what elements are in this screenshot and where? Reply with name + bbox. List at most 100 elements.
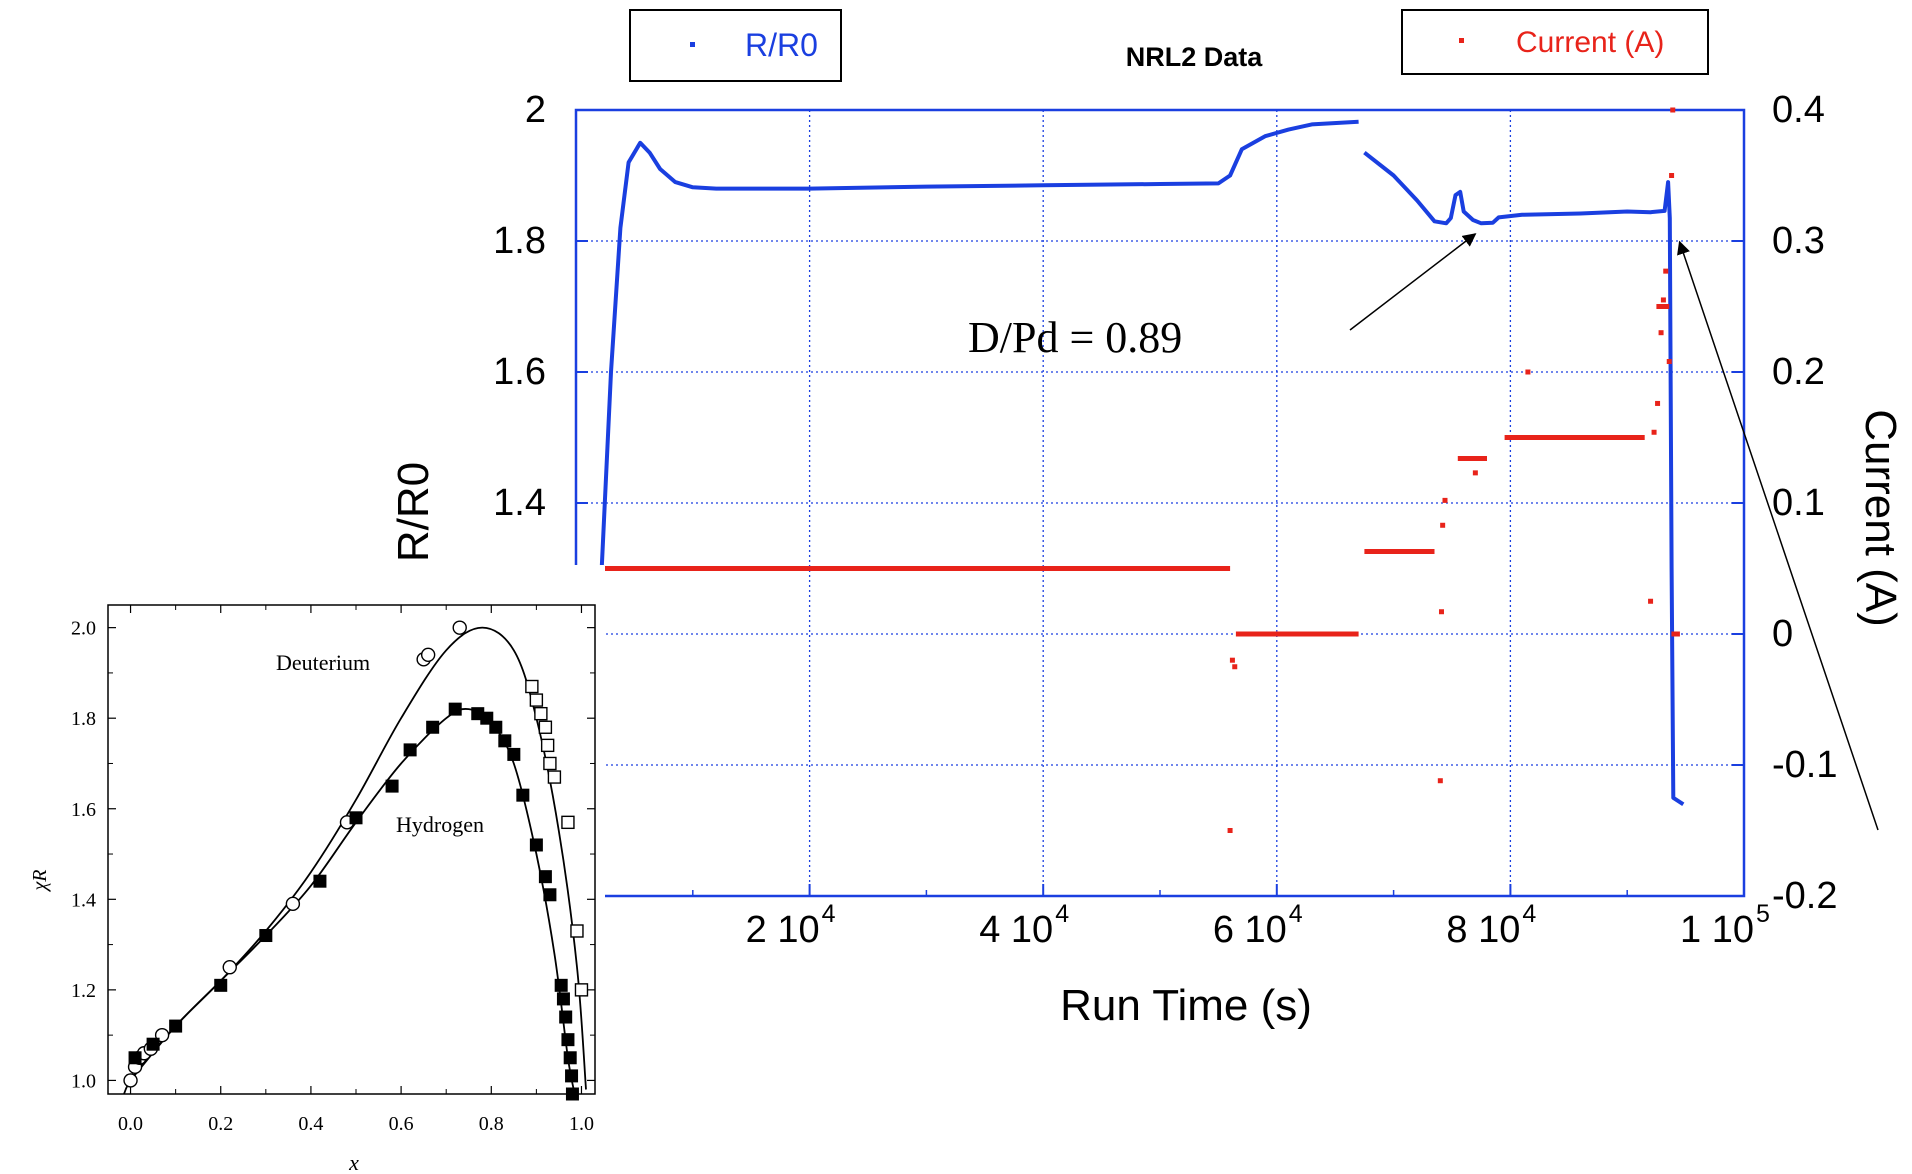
deuterium-point <box>538 720 553 734</box>
rr0-series-segment <box>1363 151 1685 806</box>
current-point <box>1229 657 1235 663</box>
hydrogen-point <box>146 1037 160 1051</box>
inset-background <box>0 565 605 1174</box>
inset-y-tick-label: 1.2 <box>71 980 96 1002</box>
legend-current-marker <box>1459 38 1464 43</box>
current-point <box>1442 497 1448 503</box>
hydrogen-point <box>259 929 273 943</box>
deuterium-point <box>570 924 584 938</box>
hydrogen-point <box>538 870 552 884</box>
right-y-tick-label: 0.2 <box>1772 351 1825 393</box>
hydrogen-point <box>349 811 363 825</box>
legend-rr0-box <box>629 9 842 82</box>
main-tick-marks <box>576 109 1745 897</box>
x-tick-label-mantissa: 1 10 <box>1680 909 1754 951</box>
deuterium-point <box>529 693 544 707</box>
x-tick-label-exponent: 4 <box>1055 900 1069 928</box>
hydrogen-point <box>543 888 557 902</box>
current-point <box>1666 359 1672 365</box>
hydrogen-point <box>516 788 530 802</box>
inset-x-tick-label: 1.0 <box>569 1113 594 1135</box>
x-tick-label-mantissa: 8 10 <box>1446 909 1520 951</box>
hydrogen-fit-curve <box>129 708 576 1094</box>
hydrogen-point <box>529 838 543 852</box>
x-tick-label: 2 10 4 <box>746 900 836 951</box>
deuterium-point <box>574 983 589 997</box>
hydrogen-point <box>403 743 417 757</box>
current-point <box>1660 297 1666 303</box>
inset-y-tick-label: 1.6 <box>71 799 96 821</box>
inset-y-tick-label: 1.8 <box>71 708 96 730</box>
inset-series-label-hydrogen: Hydrogen <box>396 812 484 837</box>
current-point <box>1438 609 1444 615</box>
inset-y-tick-label: 1.0 <box>71 1070 96 1092</box>
inset-x-tick-label: 0.2 <box>208 1113 233 1135</box>
current-point <box>1651 429 1657 435</box>
legend-current-box <box>1401 9 1709 75</box>
current-point <box>1525 369 1531 375</box>
left-y-tick-label: 1.4 <box>493 482 546 524</box>
inset-x-tick-label: 0.4 <box>298 1113 323 1135</box>
inset-x-tick-label: 0.8 <box>479 1113 504 1135</box>
annotation-arrow-dpd <box>1349 233 1477 331</box>
left-y-tick-label: 1.6 <box>493 351 546 393</box>
legend-rr0-marker <box>690 42 695 47</box>
current-point <box>1671 631 1677 637</box>
inset-y-tick-label: 2.0 <box>71 618 96 640</box>
hydrogen-point <box>214 978 228 992</box>
deuterium-point <box>547 770 562 784</box>
x-tick-label: 4 10 4 <box>979 900 1069 951</box>
deuterium-point <box>543 756 557 771</box>
deuterium-point <box>534 706 548 721</box>
legend-current-label: Current (A) <box>1516 26 1664 59</box>
deuterium-point <box>525 679 539 694</box>
hydrogen-point <box>385 779 399 793</box>
deuterium-point <box>452 620 467 635</box>
current-point <box>1669 173 1675 178</box>
hydrogen-point <box>313 874 327 888</box>
right-y-tick-label: 0.4 <box>1772 89 1825 131</box>
legend-current: Current (A) <box>1401 9 1709 75</box>
left-y-axis-label: R/R0 <box>389 462 438 562</box>
current-point <box>1472 470 1478 476</box>
current-point <box>1437 778 1443 784</box>
deuterium-point <box>123 1073 138 1088</box>
annotation-d-pd-ratio: D/Pd = 0.89 <box>968 313 1182 362</box>
right-y-tick-label: 0.3 <box>1772 220 1825 262</box>
current-point <box>1655 400 1661 406</box>
right-y-tick-labels: 0.4 0.3 0.2 0.1 0 -0.1 -0.2 <box>1772 89 1837 917</box>
x-tick-labels: 2 10 4 4 10 4 6 10 4 8 10 4 1 10 5 <box>746 900 1770 951</box>
inset-chart: 2.0 1.8 1.6 1.4 1.2 1.0 0.0 0.2 0.4 0.6 0.8 1.0 De… <box>0 565 605 1174</box>
x-axis-label: Run Time (s) <box>1060 981 1312 1030</box>
x-tick-label-mantissa: 4 10 <box>979 909 1053 951</box>
right-y-tick-label: 0.1 <box>1772 482 1825 524</box>
chart-title: NRL2 Data <box>1126 42 1264 72</box>
x-tick-label-mantissa: 6 10 <box>1213 909 1287 951</box>
inset-x-tick-label: 0.0 <box>118 1113 143 1135</box>
main-gridlines <box>576 110 1744 896</box>
deuterium-point <box>222 960 237 975</box>
x-tick-label-exponent: 4 <box>1522 900 1536 928</box>
current-point <box>1658 330 1664 336</box>
nrl2-chart: 21.81.61.4 0.40.30.20.10-0.1-0.2 2 10 4 4 … <box>389 9 1905 1030</box>
hydrogen-point <box>554 978 568 992</box>
hydrogen-point <box>565 1087 579 1101</box>
hydrogen-point <box>128 1051 142 1065</box>
x-tick-label-exponent: 5 <box>1756 900 1770 928</box>
inset-plot-frame <box>107 604 596 1095</box>
left-y-tick-label: 1.8 <box>493 220 546 262</box>
x-tick-label-mantissa: 2 10 <box>746 909 820 951</box>
x-tick-label: 6 10 4 <box>1213 900 1303 951</box>
deuterium-point <box>561 815 575 830</box>
current-point <box>1440 522 1446 528</box>
deuterium-point <box>540 738 555 753</box>
right-y-tick-label: 0 <box>1772 613 1793 655</box>
right-y-tick-label: -0.2 <box>1772 875 1837 917</box>
current-point <box>1648 598 1654 604</box>
inset-x-tick-label: 0.6 <box>389 1113 414 1135</box>
x-tick-label: 8 10 4 <box>1446 900 1536 951</box>
left-y-tick-label: 2 <box>525 89 546 131</box>
inset-y-axis-label: χR <box>29 869 51 892</box>
right-y-tick-label: -0.1 <box>1772 744 1837 786</box>
